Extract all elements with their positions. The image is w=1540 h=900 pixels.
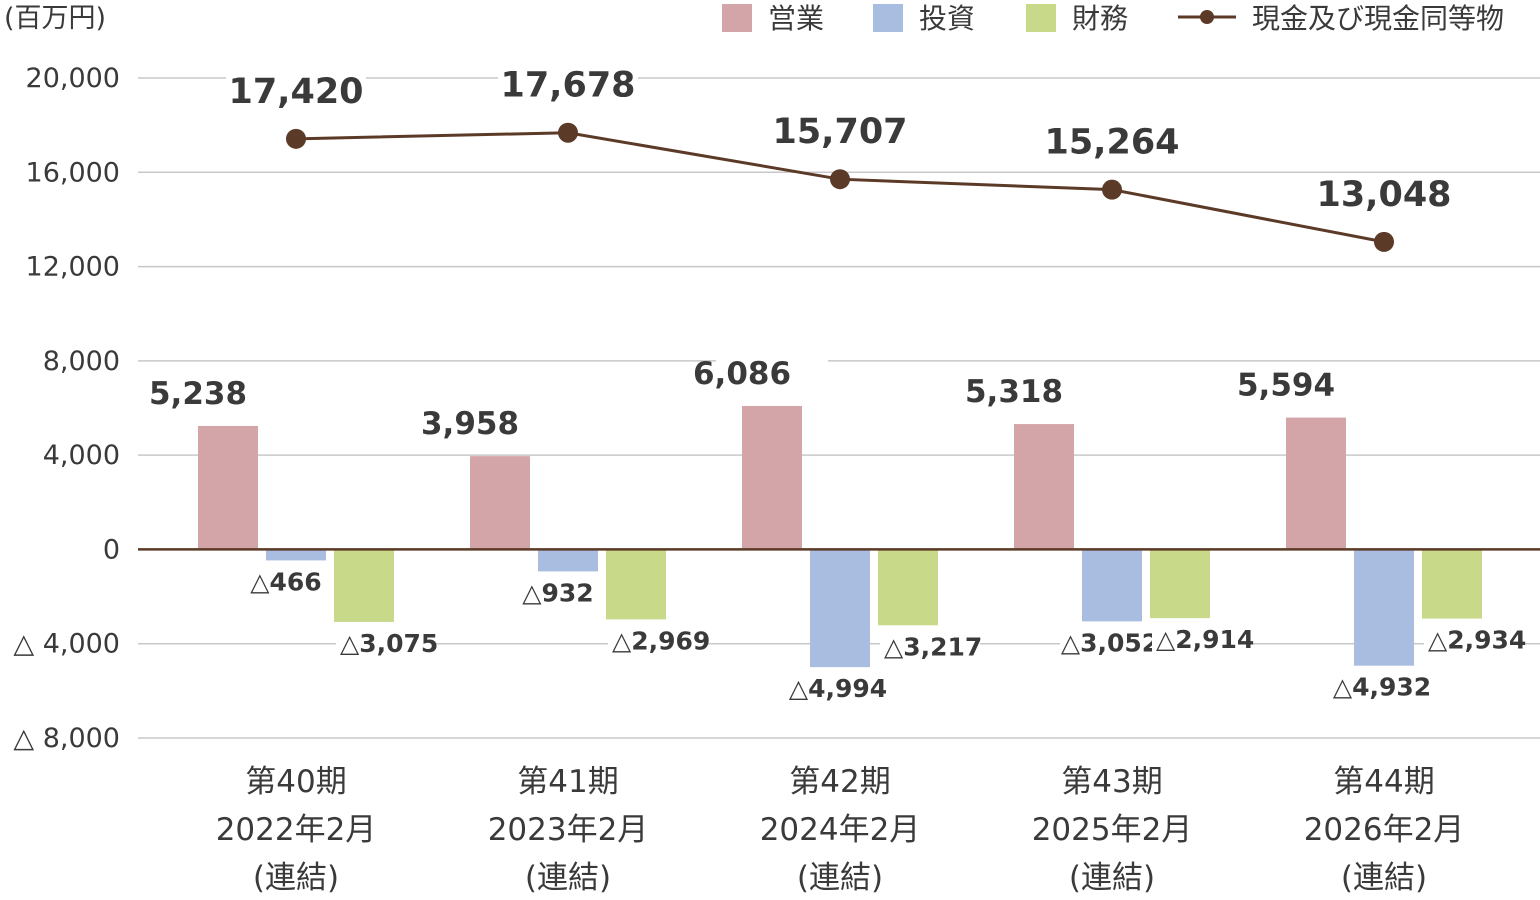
label-backdrop xyxy=(988,374,1100,411)
label-backdrop xyxy=(1424,624,1524,657)
x-category-label: 2023年2月 xyxy=(488,812,649,848)
label-backdrop xyxy=(1152,624,1252,657)
x-category-label: 第43期 xyxy=(1061,764,1162,800)
legend-swatch xyxy=(722,4,752,32)
label-backdrop xyxy=(523,577,593,610)
x-category-label: 2024年2月 xyxy=(760,812,921,848)
legend-label: 現金及び現金同等物 xyxy=(1252,2,1504,35)
cash-line-point xyxy=(1102,179,1122,200)
label-backdrop xyxy=(498,64,638,105)
bars xyxy=(198,405,1482,668)
label-backdrop xyxy=(1314,173,1454,214)
y-tick-label: 0 xyxy=(103,534,120,565)
bar-value-label: △2,934 xyxy=(1428,626,1526,655)
y-tick-label: △ 8,000 xyxy=(13,723,120,754)
legend-line-marker xyxy=(1200,10,1214,24)
label-backdrop xyxy=(770,111,910,152)
cash-line-point xyxy=(558,122,578,143)
bar-value-label: △3,217 xyxy=(884,632,982,661)
label-backdrop xyxy=(1332,671,1432,704)
y-tick-label: △ 4,000 xyxy=(13,629,120,660)
line-value-label: 17,678 xyxy=(500,66,635,106)
label-backdrop xyxy=(880,631,980,664)
x-category-label: 2026年2月 xyxy=(1304,812,1465,848)
label-backdrop xyxy=(608,625,708,658)
bar-financing xyxy=(1150,549,1210,619)
label-backdrop xyxy=(172,375,284,412)
y-tick-label: 8,000 xyxy=(43,346,120,377)
bar-investing xyxy=(810,549,870,668)
data-labels: 17,420 17,678 15,707 15,264 13,048 5,238 3,958… xyxy=(149,64,1526,706)
legend: 営業 投資 財務 現金及び現金同等物 xyxy=(722,2,1504,35)
bar-operating xyxy=(1014,424,1074,550)
x-category-label: (連結) xyxy=(797,860,883,896)
y-tick-label: 4,000 xyxy=(43,440,120,471)
legend-label: 財務 xyxy=(1072,2,1128,35)
label-backdrop xyxy=(788,673,888,706)
bar-investing xyxy=(1082,549,1142,622)
label-backdrop xyxy=(1042,121,1182,162)
legend-swatch xyxy=(1026,4,1056,32)
bar-value-label: △2,969 xyxy=(612,626,710,655)
cash-line xyxy=(286,122,1394,252)
x-category-label: (連結) xyxy=(253,860,339,896)
x-category-label: (連結) xyxy=(525,860,611,896)
x-category-label: 第42期 xyxy=(789,764,890,800)
x-category-label: 第44期 xyxy=(1333,764,1434,800)
bar-value-label: △2,914 xyxy=(1156,625,1254,654)
label-backdrop xyxy=(226,70,366,111)
legend-label: 投資 xyxy=(919,2,975,35)
label-backdrop xyxy=(336,627,436,660)
cash-line-point xyxy=(286,128,306,149)
bar-value-label: △4,932 xyxy=(1333,673,1431,702)
x-category-label: (連結) xyxy=(1341,860,1427,896)
x-category-label: (連結) xyxy=(1069,860,1155,896)
legend-label: 営業 xyxy=(768,2,824,35)
bar-value-label: 6,086 xyxy=(693,356,791,392)
bar-value-label: 5,594 xyxy=(1237,368,1335,404)
line-value-label: 15,264 xyxy=(1044,123,1179,163)
bar-operating xyxy=(198,425,258,550)
y-tick-label: 16,000 xyxy=(26,157,120,188)
bar-value-label: △3,075 xyxy=(340,629,438,658)
x-category-label: 第40期 xyxy=(245,764,346,800)
x-category-label: 2025年2月 xyxy=(1032,812,1193,848)
bar-investing xyxy=(538,549,598,572)
line-value-label: 15,707 xyxy=(772,112,907,152)
label-backdrop xyxy=(1060,627,1160,660)
line-value-label: 13,048 xyxy=(1316,175,1451,215)
y-tick-label: 20,000 xyxy=(26,63,120,94)
bar-financing xyxy=(1422,549,1482,619)
bar-value-label: △466 xyxy=(250,567,321,596)
line-value-label: 17,420 xyxy=(228,72,363,112)
bar-operating xyxy=(470,456,530,550)
unit-label: (百万円) xyxy=(4,3,106,34)
label-backdrop xyxy=(1260,367,1372,404)
x-category-label: 第41期 xyxy=(517,764,618,800)
bar-operating xyxy=(1286,417,1346,550)
y-axis-ticks: 20,000 16,000 12,000 8,000 4,000 0 △ 4,000 △ 8,… xyxy=(13,63,120,754)
bar-financing xyxy=(878,549,938,626)
label-backdrop xyxy=(716,355,828,392)
label-backdrop xyxy=(444,406,556,443)
x-axis-categories: 第40期 2022年2月 (連結) 第41期 2023年2月 (連結) 第42期 2024年2… xyxy=(216,764,1465,896)
bar-investing xyxy=(266,549,326,561)
bar-financing xyxy=(606,549,666,620)
bar-value-label: △932 xyxy=(522,578,593,607)
x-category-label: 2022年2月 xyxy=(216,812,377,848)
bar-value-label: 5,238 xyxy=(149,376,247,412)
bar-value-label: △3,052 xyxy=(1061,628,1159,657)
label-backdrop xyxy=(251,566,321,599)
bar-value-label: △4,994 xyxy=(789,674,887,703)
y-tick-label: 12,000 xyxy=(26,252,120,283)
bar-value-label: 5,318 xyxy=(965,374,1063,410)
cash-line-point xyxy=(1374,231,1394,252)
bar-investing xyxy=(1354,549,1414,666)
bar-value-label: 3,958 xyxy=(421,406,519,442)
bar-financing xyxy=(334,549,394,622)
legend-swatch xyxy=(873,4,903,32)
bar-operating xyxy=(742,405,802,550)
cash-line-point xyxy=(830,169,850,190)
